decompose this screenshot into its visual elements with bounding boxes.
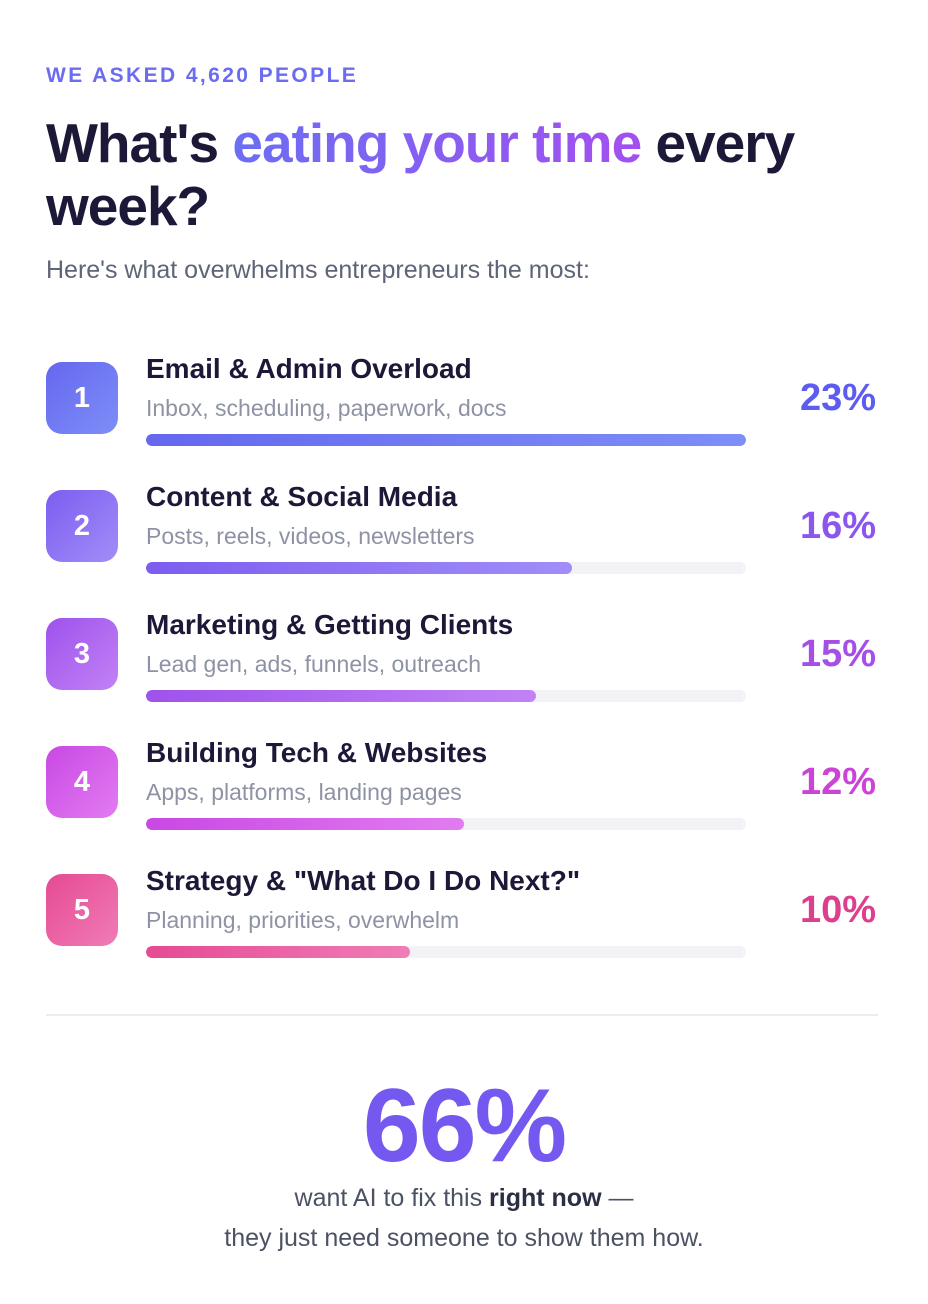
bar-category-label: Email & Admin Overload (146, 353, 472, 384)
rank-badge: 4 (46, 746, 118, 818)
stat-caption-emphasis: right now (489, 1184, 602, 1212)
bar (146, 434, 746, 446)
rank-badge: 2 (46, 490, 118, 562)
bar-category-label: Strategy & "What Do I Do Next?" (146, 865, 581, 896)
bar-track (146, 946, 746, 958)
survey-eyebrow: WE ASKED 4,620 PEOPLE (46, 64, 359, 87)
bar-value-label: 23% (799, 377, 876, 419)
bar (146, 562, 572, 574)
bar-value-label: 10% (799, 889, 876, 931)
section-divider (46, 1014, 878, 1016)
rank-badge: 5 (46, 874, 118, 946)
subtitle: Here's what overwhelms entrepreneurs the… (46, 256, 590, 284)
bar-category-label: Content & Social Media (146, 481, 458, 512)
bar (146, 946, 410, 958)
stat-caption: want AI to fix this right now — they just… (0, 1178, 928, 1258)
rank-badge: 3 (46, 618, 118, 690)
headline-tail: every week? (46, 112, 795, 237)
bar-row: 3 Marketing & Getting Clients Lead gen, ad… (46, 609, 882, 737)
bar-category-description: Inbox, scheduling, paperwork, docs (146, 395, 507, 421)
bar-value-label: 12% (799, 761, 876, 803)
bar-category-label: Marketing & Getting Clients (146, 609, 514, 640)
page-title: What's eating your time every week? (46, 112, 882, 238)
ranked-bar-chart: 1 Email & Admin Overload Inbox, scheduling… (46, 353, 882, 993)
bar (146, 690, 536, 702)
headline-lead: What's (46, 112, 219, 174)
bar-value-label: 16% (799, 505, 876, 547)
bar-track (146, 690, 746, 702)
bar-track (146, 818, 746, 830)
rank-badge: 1 (46, 362, 118, 434)
bar-value-label: 15% (799, 633, 876, 675)
bar-category-description: Lead gen, ads, funnels, outreach (146, 651, 482, 677)
bar-row: 5 Strategy & "What Do I Do Next?" Planning… (46, 865, 882, 993)
stat-caption-dash: — (601, 1184, 634, 1212)
bar-category-label: Building Tech & Websites (146, 737, 488, 768)
bar-row: 1 Email & Admin Overload Inbox, scheduling… (46, 353, 882, 481)
bar-category-description: Posts, reels, videos, newsletters (146, 523, 475, 549)
bar-row: 4 Building Tech & Websites Apps, platforms… (46, 737, 882, 865)
stat-caption-lead: want AI to fix this (294, 1184, 490, 1212)
bar-category-description: Apps, platforms, landing pages (146, 779, 462, 805)
bar-track (146, 562, 746, 574)
headline-stat: 66% (362, 1068, 567, 1184)
stat-caption-line2: they just need someone to show them how. (224, 1224, 704, 1252)
bar-category-description: Planning, priorities, overwhelm (146, 907, 460, 933)
headline-accent: eating your time (232, 112, 642, 174)
bar-track (146, 434, 746, 446)
bar (146, 818, 464, 830)
bar-row: 2 Content & Social Media Posts, reels, vid… (46, 481, 882, 609)
